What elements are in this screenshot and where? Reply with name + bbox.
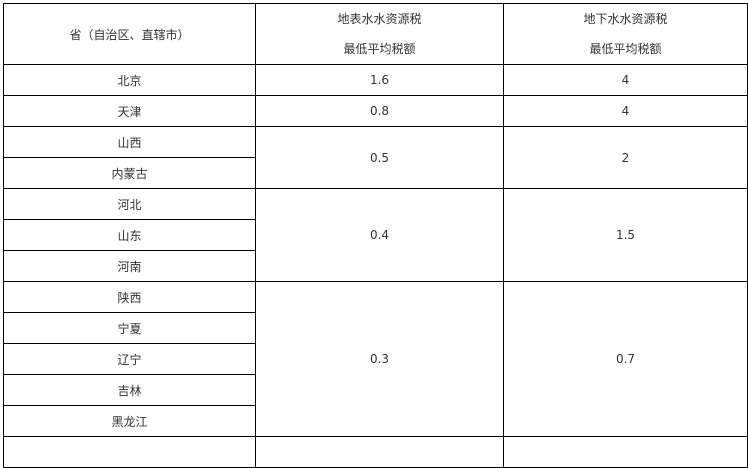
empty-cell (503, 436, 748, 468)
ground-water-tax-cell: 4 (503, 95, 748, 127)
province-cell: 河北 (3, 188, 256, 220)
header-ground-line1: 地下水水资源税 (583, 12, 668, 26)
province-cell: 宁夏 (3, 312, 256, 344)
table-row: 内蒙古 (3, 157, 748, 189)
table-row: 宁夏 (3, 312, 748, 344)
province-cell: 辽宁 (3, 343, 256, 375)
ground-water-tax-cell: 1.5 (503, 188, 748, 282)
table-row: 吉林 (3, 374, 748, 406)
water-resource-tax-table: 省（自治区、直辖市） 地表水水资源税 最低平均税额 地下水水资源税 最低平均税额… (3, 3, 748, 468)
header-surface-line2: 最低平均税额 (343, 42, 416, 56)
province-cell: 吉林 (3, 374, 256, 406)
surface-water-tax-cell: 0.4 (255, 188, 504, 282)
table-row: 山西 0.5 2 (3, 126, 748, 189)
province-cell: 陕西 (3, 281, 256, 313)
header-surface-line1: 地表水水资源税 (337, 12, 422, 26)
table-row: 山东 (3, 219, 748, 251)
ground-water-tax-cell: 4 (503, 64, 748, 96)
surface-water-tax-cell: 0.8 (255, 95, 504, 127)
province-cell: 天津 (3, 95, 256, 127)
ground-water-tax-cell: 2 (503, 126, 748, 189)
table-row: 黑龙江 (3, 405, 748, 437)
table-row: 辽宁 (3, 343, 748, 375)
table-row: 陕西 0.3 0.7 (3, 281, 748, 437)
table-row: 天津 0.8 4 (3, 95, 748, 127)
header-ground-line2: 最低平均税额 (589, 42, 662, 56)
province-cell: 北京 (3, 64, 256, 96)
province-cell: 山东 (3, 219, 256, 251)
header-surface-water: 地表水水资源税 最低平均税额 (255, 3, 504, 65)
province-cell: 山西 (3, 126, 256, 158)
surface-water-tax-cell: 0.5 (255, 126, 504, 189)
header-province: 省（自治区、直辖市） (3, 3, 256, 65)
province-cell: 河南 (3, 250, 256, 282)
surface-water-tax-cell: 1.6 (255, 64, 504, 96)
ground-water-tax-cell: 0.7 (503, 281, 748, 437)
table-row: 北京 1.6 4 (3, 64, 748, 96)
header-ground-water: 地下水水资源税 最低平均税额 (503, 3, 748, 65)
header-row: 省（自治区、直辖市） 地表水水资源税 最低平均税额 地下水水资源税 最低平均税额 (3, 3, 748, 65)
empty-cell (3, 436, 256, 468)
empty-cell (255, 436, 504, 468)
province-cell: 内蒙古 (3, 157, 256, 189)
table-row (3, 436, 748, 468)
table-row: 河北 0.4 1.5 (3, 188, 748, 282)
province-cell: 黑龙江 (3, 405, 256, 437)
surface-water-tax-cell: 0.3 (255, 281, 504, 437)
